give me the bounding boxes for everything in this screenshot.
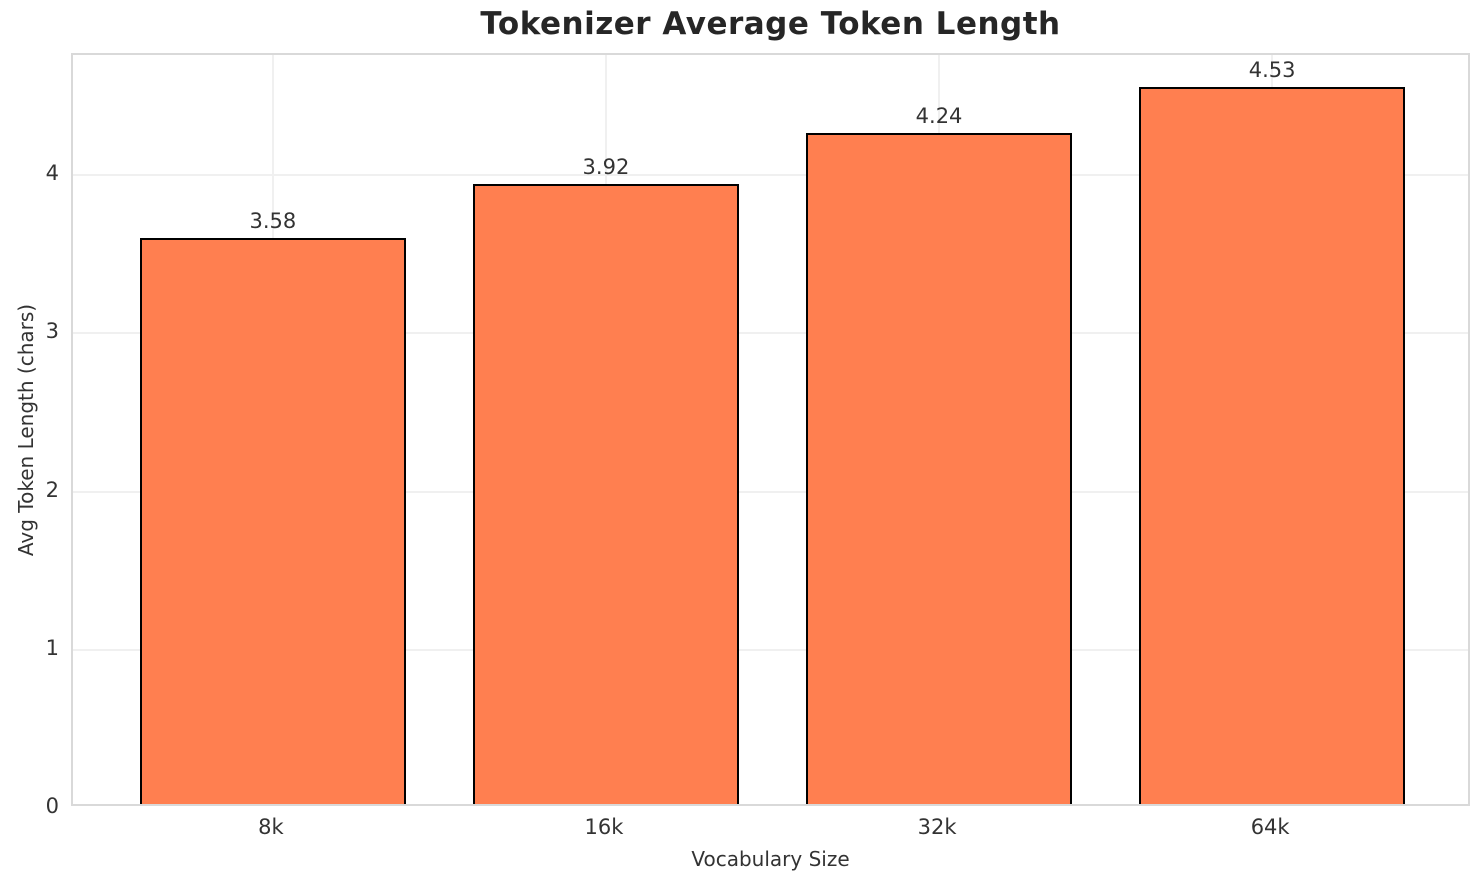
bar-value-label: 3.58 [249, 208, 297, 233]
gridline-horizontal [73, 174, 1468, 177]
x-tick-label: 16k [584, 815, 624, 839]
x-tick-label: 64k [1250, 815, 1290, 839]
y-tick-label: 0 [45, 794, 59, 818]
x-axis-label: Vocabulary Size [691, 847, 850, 871]
gridline-horizontal [73, 490, 1468, 493]
gridline-horizontal [73, 332, 1468, 335]
bar-32k [805, 133, 1073, 804]
gridline-horizontal [73, 648, 1468, 651]
plot-area: 3.58 3.92 4.24 4.53 [71, 53, 1470, 806]
bar-64k [1138, 87, 1406, 804]
bar-8k [139, 237, 407, 804]
x-tick-label: 32k [917, 815, 957, 839]
bar-value-label: 4.24 [915, 104, 963, 129]
y-tick-label: 3 [45, 319, 59, 344]
bar-value-label: 3.92 [582, 154, 630, 179]
y-axis-label: Avg Token Length (chars) [14, 303, 38, 557]
chart-title: Tokenizer Average Token Length [480, 6, 1061, 42]
y-tick-label: 1 [45, 635, 59, 660]
bar-16k [472, 183, 740, 804]
y-tick-label: 2 [45, 477, 59, 502]
y-tick-label: 4 [45, 161, 59, 186]
bar-value-label: 4.53 [1248, 58, 1296, 83]
x-tick-label: 8k [258, 815, 284, 839]
